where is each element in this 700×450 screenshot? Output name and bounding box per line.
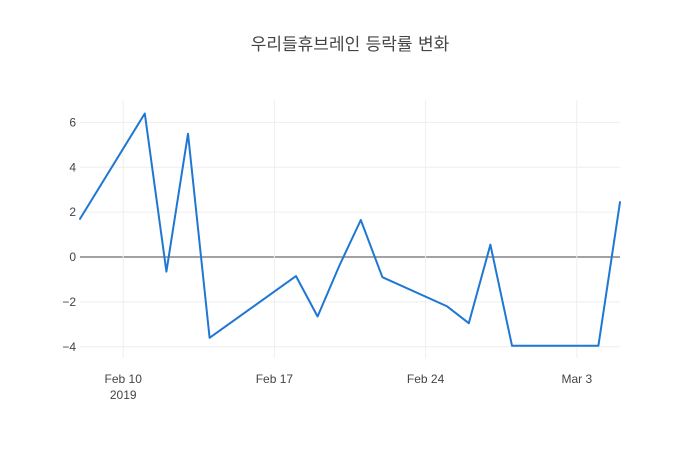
y-tick-label: 6 (69, 115, 76, 129)
x-tick-label: Feb 17 (256, 372, 294, 386)
chart-title: 우리들휴브레인 등락률 변화 (251, 35, 450, 55)
y-tick-label: 0 (69, 250, 76, 264)
y-tick-label: 4 (69, 160, 76, 174)
x-tick-label: Feb 24 (407, 372, 445, 386)
x-tick-label: Mar 3 (561, 372, 592, 386)
gridlines (80, 100, 620, 358)
x-tick-label: Feb 10 (105, 372, 143, 386)
series-layer (79, 112, 621, 347)
axes: 6 4 2 0 −2 −4 Feb 10 2019 Feb 17 Feb 24 Mar 3 (62, 115, 592, 402)
y-tick-label: −2 (62, 295, 76, 309)
series-line (79, 112, 621, 347)
y-tick-label: 2 (69, 205, 76, 219)
x-tick-sublabel: 2019 (110, 388, 137, 402)
y-tick-label: −4 (62, 340, 76, 354)
